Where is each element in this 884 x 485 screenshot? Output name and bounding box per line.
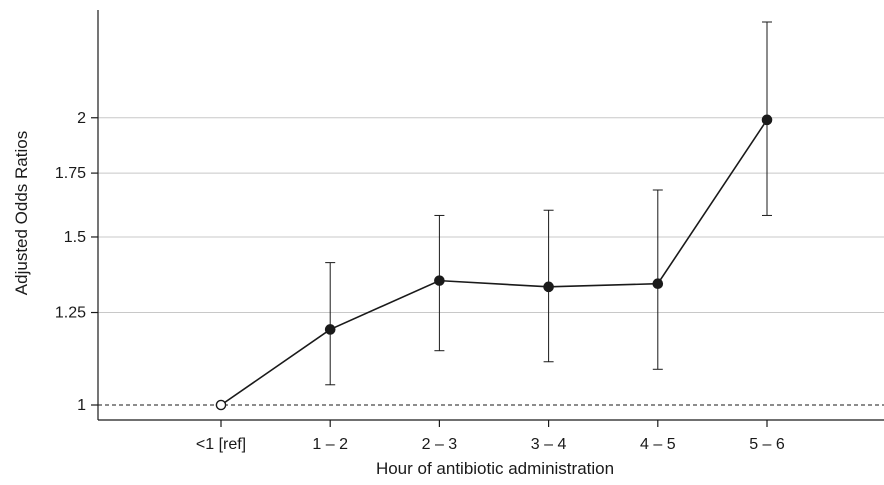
data-point <box>761 114 773 126</box>
y-axis-title: Adjusted Odds Ratios <box>12 131 31 295</box>
x-tick-label: 1 – 2 <box>312 436 348 453</box>
data-point <box>434 275 445 286</box>
axes: 1 1.25 1.5 1.75 2 <1 [ref] 1 – 2 2 – 3 3 – 4 4 – … <box>55 10 884 453</box>
y-tick-label: 1 <box>77 397 86 414</box>
data-point <box>324 324 336 335</box>
error-bars <box>325 21 772 386</box>
data-points <box>215 114 773 411</box>
gridlines <box>98 117 884 314</box>
data-point <box>652 278 664 290</box>
data-point-reference <box>215 399 227 411</box>
x-axis-title: Hour of antibiotic administration <box>376 459 614 478</box>
x-tick-label: 4 – 5 <box>640 436 676 453</box>
data-point <box>543 281 554 293</box>
x-tick-label: 5 – 6 <box>749 436 785 453</box>
series-line <box>220 119 768 406</box>
y-tick-label: 2 <box>77 110 86 127</box>
y-tick-label: 1.75 <box>55 165 86 182</box>
y-tick-label: 1.5 <box>64 229 86 246</box>
x-tick-label: 2 – 3 <box>422 436 458 453</box>
x-tick-label: <1 [ref] <box>196 436 246 453</box>
x-tick-label: 3 – 4 <box>531 436 567 453</box>
y-tick-label: 1.25 <box>55 305 86 322</box>
series-line-group <box>220 119 768 406</box>
